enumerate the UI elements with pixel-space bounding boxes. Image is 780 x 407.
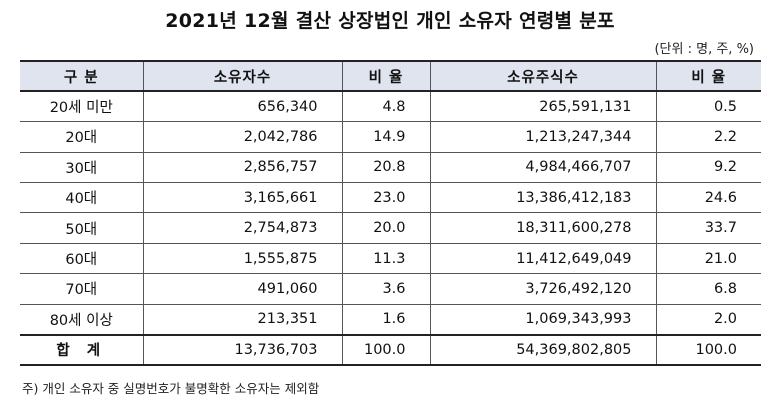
- table-row: 80세 이상 213,351 1.6 1,069,343,993 2.0: [20, 304, 761, 336]
- header-owner-count: 소유자수: [142, 61, 342, 93]
- share-ratio-cell: 0.5: [655, 91, 761, 123]
- header-category: 구 분: [20, 61, 143, 93]
- row-label: 20세 미만: [20, 91, 143, 123]
- row-label: 50대: [20, 212, 143, 244]
- table-row: 60대 1,555,875 11.3 11,412,649,049 21.0: [20, 243, 761, 275]
- table-row: 20세 미만 656,340 4.8 265,591,131 0.5: [20, 91, 761, 123]
- age-distribution-table: 구 분 소유자수 비 율 소유주식수 비 율 20세 미만 656,340 4.…: [20, 60, 761, 366]
- owner-ratio-cell: 20.8: [341, 152, 430, 184]
- owner-count-cell: 3,165,661: [142, 182, 342, 214]
- share-ratio-cell: 6.8: [655, 273, 761, 305]
- owner-count-cell: 656,340: [142, 91, 342, 123]
- row-label: 20대: [20, 121, 143, 153]
- owner-ratio-cell: 4.8: [341, 91, 430, 123]
- owner-ratio-cell: 3.6: [341, 273, 430, 305]
- share-count-cell: 11,412,649,049: [429, 243, 656, 275]
- share-count-cell: 3,726,492,120: [429, 273, 656, 305]
- owner-count-cell: 2,856,757: [142, 152, 342, 184]
- share-count-cell: 4,984,466,707: [429, 152, 656, 184]
- footnote: 주) 개인 소유자 중 실명번호가 불명확한 소유자는 제외함: [22, 381, 320, 396]
- owner-count-cell: 2,754,873: [142, 212, 342, 244]
- table-row: 50대 2,754,873 20.0 18,311,600,278 33.7: [20, 212, 761, 244]
- owner-count-cell: 2,042,786: [142, 121, 342, 153]
- share-count-cell: 265,591,131: [429, 91, 656, 123]
- owner-ratio-cell: 1.6: [341, 304, 430, 336]
- share-ratio-cell: 2.0: [655, 304, 761, 336]
- share-ratio-cell: 21.0: [655, 243, 761, 275]
- share-count-cell: 1,213,247,344: [429, 121, 656, 153]
- row-label: 40대: [20, 182, 143, 214]
- table-row: 30대 2,856,757 20.8 4,984,466,707 9.2: [20, 152, 761, 184]
- total-owner-count: 13,736,703: [142, 333, 342, 366]
- table-row: 20대 2,042,786 14.9 1,213,247,344 2.2: [20, 121, 761, 153]
- row-label: 60대: [20, 243, 143, 275]
- header-share-count: 소유주식수: [429, 61, 656, 93]
- owner-ratio-cell: 14.9: [341, 121, 430, 153]
- owner-ratio-cell: 23.0: [341, 182, 430, 214]
- share-count-cell: 18,311,600,278: [429, 212, 656, 244]
- share-ratio-cell: 2.2: [655, 121, 761, 153]
- total-owner-ratio: 100.0: [341, 333, 430, 366]
- row-label: 30대: [20, 152, 143, 184]
- owner-count-cell: 213,351: [142, 304, 342, 336]
- unit-label: (단위 : 명, 주, %): [654, 42, 754, 57]
- owner-ratio-cell: 20.0: [341, 212, 430, 244]
- header-share-ratio: 비 율: [655, 61, 761, 93]
- share-ratio-cell: 33.7: [655, 212, 761, 244]
- share-ratio-cell: 9.2: [655, 152, 761, 184]
- total-share-ratio: 100.0: [655, 333, 761, 366]
- share-count-cell: 13,386,412,183: [429, 182, 656, 214]
- owner-count-cell: 1,555,875: [142, 243, 342, 275]
- total-share-count: 54,369,802,805: [429, 333, 656, 366]
- document-title: 2021년 12월 결산 상장법인 개인 소유자 연령별 분포: [165, 10, 615, 32]
- share-count-cell: 1,069,343,993: [429, 304, 656, 336]
- row-label: 80세 이상: [20, 304, 143, 336]
- row-label: 70대: [20, 273, 143, 305]
- share-ratio-cell: 24.6: [655, 182, 761, 214]
- total-label: 합 계: [20, 333, 143, 366]
- owner-count-cell: 491,060: [142, 273, 342, 305]
- total-row: 합 계 13,736,703 100.0 54,369,802,805 100.…: [20, 333, 761, 366]
- table-header-row: 구 분 소유자수 비 율 소유주식수 비 율: [20, 61, 761, 93]
- table-row: 40대 3,165,661 23.0 13,386,412,183 24.6: [20, 182, 761, 214]
- table-row: 70대 491,060 3.6 3,726,492,120 6.8: [20, 273, 761, 305]
- owner-ratio-cell: 11.3: [341, 243, 430, 275]
- header-owner-ratio: 비 율: [341, 61, 430, 93]
